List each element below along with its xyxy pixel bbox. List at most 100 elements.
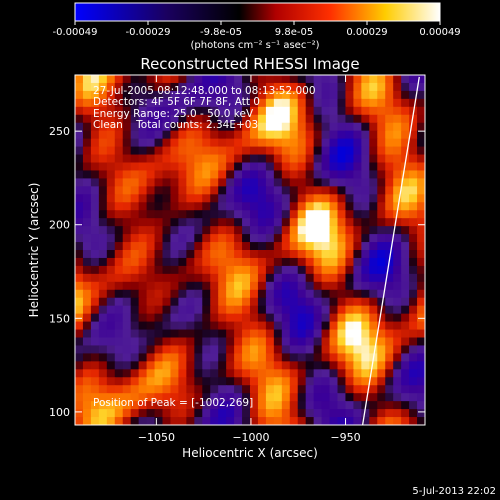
heatmap-cell <box>146 170 156 179</box>
heatmap-cell <box>98 114 108 124</box>
heatmap-cell <box>75 361 84 370</box>
heatmap-cell <box>130 186 140 195</box>
heatmap-cell <box>281 98 291 108</box>
heatmap-cell <box>75 194 84 203</box>
heatmap-cell <box>82 130 92 140</box>
heatmap-cell <box>234 75 243 84</box>
heatmap-cell <box>393 313 402 323</box>
heatmap-cell <box>369 250 378 259</box>
heatmap-cell <box>98 154 108 164</box>
heatmap-cell <box>305 114 315 124</box>
heatmap-cell <box>377 226 386 235</box>
heatmap-cell <box>369 202 378 211</box>
heatmap-cell <box>385 401 394 410</box>
heatmap-cell <box>146 337 156 347</box>
heatmap-cell <box>281 218 291 227</box>
heatmap-cell <box>417 281 425 291</box>
heatmap-cell <box>409 218 418 227</box>
heatmap-cell <box>353 106 362 116</box>
heatmap-cell <box>178 82 187 92</box>
heatmap-cell <box>106 393 116 402</box>
heatmap-cell <box>265 186 275 195</box>
heatmap-cell <box>130 250 140 259</box>
heatmap-cell <box>146 106 156 116</box>
heatmap-cell <box>178 234 187 243</box>
heatmap-cell <box>353 345 362 354</box>
heatmap-cell <box>305 377 315 386</box>
heatmap-cell <box>273 170 283 179</box>
heatmap-cell <box>90 265 100 275</box>
heatmap-cell <box>329 361 339 370</box>
heatmap-cell <box>226 82 235 92</box>
heatmap-cell <box>409 90 418 100</box>
heatmap-cell <box>345 297 354 307</box>
heatmap-cell <box>289 385 299 394</box>
heatmap-cell <box>170 226 179 235</box>
heatmap-cell <box>401 353 410 362</box>
heatmap-cell <box>75 265 84 275</box>
heatmap-cell <box>385 162 394 172</box>
heatmap-cell <box>162 154 172 164</box>
heatmap-cell <box>250 122 259 132</box>
heatmap-cell <box>377 289 386 299</box>
heatmap-cell <box>393 250 402 259</box>
heatmap-cell <box>250 289 259 299</box>
heatmap-cell <box>377 114 386 124</box>
heatmap-cell <box>305 130 315 140</box>
heatmap-cell <box>281 409 291 418</box>
heatmap-cell <box>82 154 92 164</box>
heatmap-cell <box>162 337 172 347</box>
heatmap-cell <box>257 218 267 227</box>
heatmap-cell <box>369 393 378 402</box>
heatmap-cell <box>409 98 418 108</box>
heatmap-cell <box>313 281 323 291</box>
heatmap-cell <box>409 385 418 394</box>
heatmap-cell <box>242 114 251 124</box>
heatmap-cell <box>210 122 219 132</box>
heatmap-cell <box>226 321 235 331</box>
heatmap-cell <box>265 114 275 124</box>
heatmap-cell <box>257 289 267 299</box>
heatmap-cell <box>281 369 291 378</box>
heatmap-cell <box>250 417 259 425</box>
heatmap-cell <box>385 106 394 116</box>
heatmap-cell <box>82 194 92 203</box>
heatmap-cell <box>202 218 211 227</box>
heatmap-cell <box>377 154 386 164</box>
heatmap-cell <box>257 257 267 267</box>
heatmap-cell <box>265 289 275 299</box>
heatmap-cell <box>154 257 164 267</box>
heatmap-cell <box>401 98 410 108</box>
heatmap-cell <box>281 353 291 362</box>
heatmap-cell <box>297 106 307 116</box>
heatmap-cell <box>210 321 219 331</box>
heatmap-cell <box>385 385 394 394</box>
heatmap-cell <box>353 186 362 195</box>
heatmap-cell <box>385 130 394 140</box>
heatmap-cell <box>289 178 299 187</box>
heatmap-cell <box>329 329 339 339</box>
heatmap-cell <box>337 154 347 164</box>
heatmap-cell <box>385 210 394 219</box>
heatmap-cell <box>273 130 283 140</box>
heatmap-cell <box>226 234 235 243</box>
heatmap-cell <box>329 242 339 251</box>
heatmap-cell <box>154 297 164 307</box>
heatmap-cell <box>297 138 307 148</box>
heatmap-cell <box>194 194 203 203</box>
heatmap-cell <box>106 385 116 394</box>
heatmap-cell <box>90 194 100 203</box>
heatmap-cell <box>162 321 172 331</box>
heatmap-cell <box>377 98 386 108</box>
heatmap-cell <box>170 361 179 370</box>
heatmap-cell <box>202 313 211 323</box>
heatmap-cell <box>321 329 331 339</box>
heatmap-cell <box>250 130 259 140</box>
heatmap-cell <box>353 393 362 402</box>
heatmap-cell <box>313 194 323 203</box>
heatmap-cell <box>242 385 251 394</box>
heatmap-cell <box>106 321 116 331</box>
heatmap-cell <box>385 281 394 291</box>
heatmap-cell <box>234 106 243 116</box>
